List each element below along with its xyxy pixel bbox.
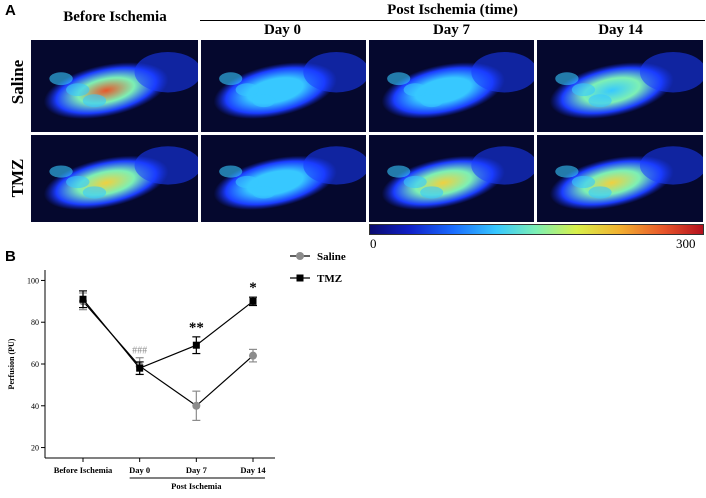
image-saline-day0 — [201, 40, 366, 132]
y-tick-label: 60 — [31, 360, 39, 369]
x-tick-label: Day 7 — [186, 465, 208, 475]
row-label-saline: Saline — [8, 59, 27, 105]
point-tmz — [192, 341, 200, 349]
significance-annotation: ** — [189, 320, 204, 336]
point-tmz — [136, 364, 144, 372]
post-ischemia-divider — [200, 20, 705, 21]
column-header-before-ischemia: Before Ischemia — [63, 9, 167, 25]
image-tmz-before — [31, 135, 198, 222]
series-line-saline — [82, 300, 254, 407]
column-header-day-7: Day 7 — [432, 22, 471, 38]
post-ischemia-bracket-label: Post Ischemia — [171, 481, 222, 491]
legend-label-saline: Saline — [317, 251, 346, 263]
legend-marker — [296, 252, 304, 260]
legend-marker — [296, 274, 304, 282]
image-saline-day7 — [369, 40, 534, 132]
significance-annotation: * — [249, 280, 257, 296]
x-tick-label: Day 14 — [240, 465, 266, 475]
row-label-tmz: TMZ — [8, 158, 27, 198]
image-tmz-day14 — [537, 135, 703, 222]
image-saline-day14 — [537, 40, 703, 132]
y-tick-label: 20 — [31, 444, 39, 453]
image-tmz-day7 — [369, 135, 534, 222]
image-saline-before — [31, 40, 198, 132]
point-tmz — [79, 295, 87, 303]
colorbar-min-label: 0 — [370, 236, 377, 251]
x-tick-label: Before Ischemia — [54, 465, 113, 475]
y-axis-label: Perfusion (PU) — [7, 338, 16, 389]
y-tick-label: 100 — [27, 276, 39, 285]
point-saline — [249, 351, 257, 360]
perfusion-line-chart: 20 40 60 80 100 Perfusion (PU) Before Ischemia… — [0, 250, 360, 493]
significance-annotation: ### — [132, 346, 147, 357]
series-line-tmz — [82, 298, 254, 369]
colorbar-max-label: 300 — [676, 236, 696, 251]
panel-b-label: B — [5, 248, 16, 265]
x-tick-label: Day 0 — [129, 465, 150, 475]
image-tmz-day0 — [201, 135, 366, 222]
y-tick-label: 80 — [31, 318, 39, 327]
y-tick-label: 40 — [31, 402, 39, 411]
column-header-post-ischemia: Post Ischemia (time) — [387, 2, 518, 18]
point-saline — [192, 401, 201, 410]
legend-label-tmz: TMZ — [317, 273, 342, 285]
column-header-day-14: Day 14 — [598, 22, 643, 38]
column-header-day-0: Day 0 — [263, 22, 302, 38]
panel-a-label: A — [5, 2, 16, 19]
perfusion-colorbar — [369, 224, 704, 235]
point-tmz — [249, 297, 257, 305]
